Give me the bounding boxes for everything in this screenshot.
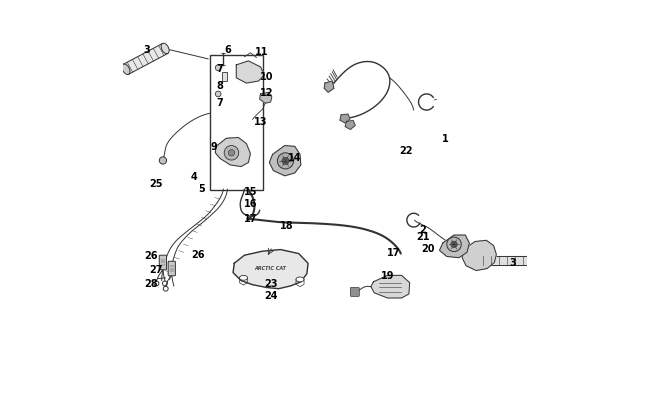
Text: 6: 6	[224, 45, 231, 55]
Polygon shape	[237, 62, 265, 84]
Text: 3: 3	[509, 257, 516, 267]
Text: ARCTIC CAT: ARCTIC CAT	[255, 265, 287, 270]
Ellipse shape	[536, 256, 540, 266]
Polygon shape	[462, 241, 497, 271]
Polygon shape	[439, 235, 469, 258]
Ellipse shape	[239, 276, 248, 281]
Text: 10: 10	[260, 72, 273, 82]
Text: 14: 14	[288, 152, 302, 162]
Text: 27: 27	[150, 264, 163, 274]
Bar	[210, 55, 263, 190]
Polygon shape	[260, 93, 272, 104]
Polygon shape	[324, 82, 334, 93]
Polygon shape	[340, 115, 350, 124]
Text: 26: 26	[144, 251, 157, 260]
Bar	[222, 73, 227, 82]
Text: 26: 26	[191, 250, 205, 260]
Text: 21: 21	[416, 232, 430, 242]
Circle shape	[159, 158, 166, 165]
Circle shape	[447, 237, 461, 252]
Circle shape	[278, 153, 294, 170]
Text: 24: 24	[264, 290, 278, 300]
Polygon shape	[233, 250, 308, 289]
Text: 2: 2	[419, 225, 426, 235]
Text: 1: 1	[442, 134, 448, 144]
Polygon shape	[477, 256, 538, 266]
Text: 15: 15	[244, 186, 257, 196]
Text: 12: 12	[260, 88, 273, 98]
FancyBboxPatch shape	[159, 256, 166, 270]
Ellipse shape	[161, 44, 169, 55]
FancyBboxPatch shape	[350, 288, 359, 296]
Polygon shape	[371, 276, 410, 298]
Polygon shape	[345, 121, 356, 130]
Polygon shape	[269, 146, 301, 176]
Text: 19: 19	[381, 270, 395, 280]
Text: 18: 18	[280, 221, 294, 231]
Text: 9: 9	[211, 141, 218, 151]
Polygon shape	[124, 45, 168, 75]
Circle shape	[282, 158, 289, 165]
Text: 25: 25	[149, 178, 162, 188]
Text: 20: 20	[421, 244, 435, 254]
Circle shape	[215, 66, 221, 71]
Text: 8: 8	[216, 81, 224, 91]
Polygon shape	[215, 138, 250, 167]
Text: 16: 16	[244, 198, 257, 208]
Text: 17: 17	[244, 213, 257, 224]
Ellipse shape	[296, 277, 304, 282]
Text: 28: 28	[144, 278, 157, 288]
Circle shape	[215, 92, 221, 98]
Text: 5: 5	[199, 183, 205, 194]
Text: 23: 23	[264, 278, 278, 288]
Text: 3: 3	[144, 45, 150, 55]
Text: 7: 7	[217, 64, 224, 74]
Ellipse shape	[122, 65, 130, 75]
Text: 13: 13	[254, 117, 267, 127]
Circle shape	[228, 150, 235, 157]
Text: 7: 7	[217, 98, 224, 108]
Circle shape	[451, 241, 457, 248]
Text: 11: 11	[255, 47, 268, 57]
Text: 4: 4	[190, 171, 198, 181]
Text: 22: 22	[400, 146, 413, 156]
FancyBboxPatch shape	[168, 262, 176, 276]
Text: 17: 17	[387, 248, 400, 258]
Circle shape	[224, 146, 239, 161]
